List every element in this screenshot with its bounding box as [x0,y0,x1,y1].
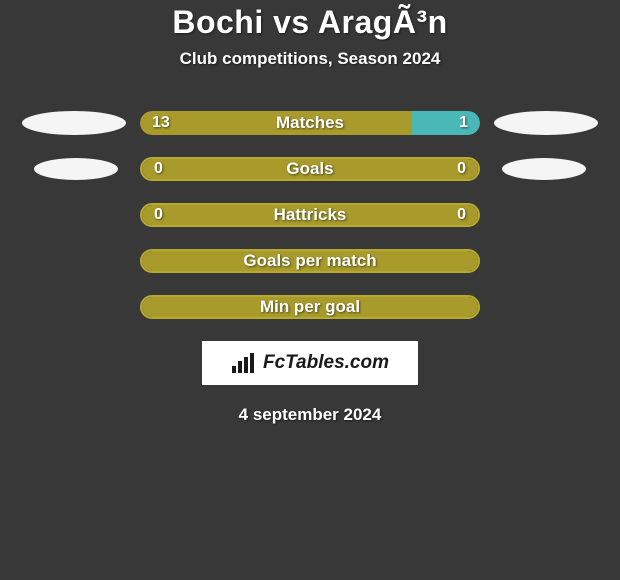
right-value: 1 [459,114,468,132]
stat-bar: 00Goals [140,157,480,181]
bar-segment-right: 1 [412,111,480,135]
bar-segment-left: 0 [142,205,310,225]
stat-bar: Min per goal [140,295,480,319]
bar-segment-left: 0 [142,159,310,179]
ellipse-icon [22,111,126,135]
bars-icon [231,352,257,374]
page-title: Bochi vs AragÃ³n [0,4,620,41]
badge-text: FcTables.com [263,352,389,374]
stat-row: Min per goal [0,295,620,319]
right-value: 0 [457,206,466,224]
bar-segment-right: 0 [310,205,478,225]
stat-bar: 131Matches [140,111,480,135]
left-value: 13 [152,114,170,132]
stat-bar: 00Hattricks [140,203,480,227]
stat-row: Goals per match [0,249,620,273]
stat-bar: Goals per match [140,249,480,273]
stats-container: Bochi vs AragÃ³n Club competitions, Seas… [0,0,620,425]
stat-row: 00Goals [0,157,620,181]
ellipse-icon [34,158,118,180]
bar-segment [142,251,478,271]
stat-row: 131Matches [0,111,620,135]
bar-segment-right: 0 [310,159,478,179]
right-marker [494,111,604,135]
right-value: 0 [457,160,466,178]
footer-date: 4 september 2024 [0,405,620,425]
source-badge[interactable]: FcTables.com [202,341,418,385]
left-marker [16,111,126,135]
ellipse-icon [502,158,586,180]
stat-row: 00Hattricks [0,203,620,227]
page-subtitle: Club competitions, Season 2024 [0,49,620,69]
bar-segment-left: 13 [140,111,412,135]
left-marker [16,158,126,180]
bar-segment [142,297,478,317]
right-marker [494,158,604,180]
left-value: 0 [154,160,163,178]
rows-wrapper: 131Matches00Goals00HattricksGoals per ma… [0,111,620,319]
ellipse-icon [494,111,598,135]
left-value: 0 [154,206,163,224]
